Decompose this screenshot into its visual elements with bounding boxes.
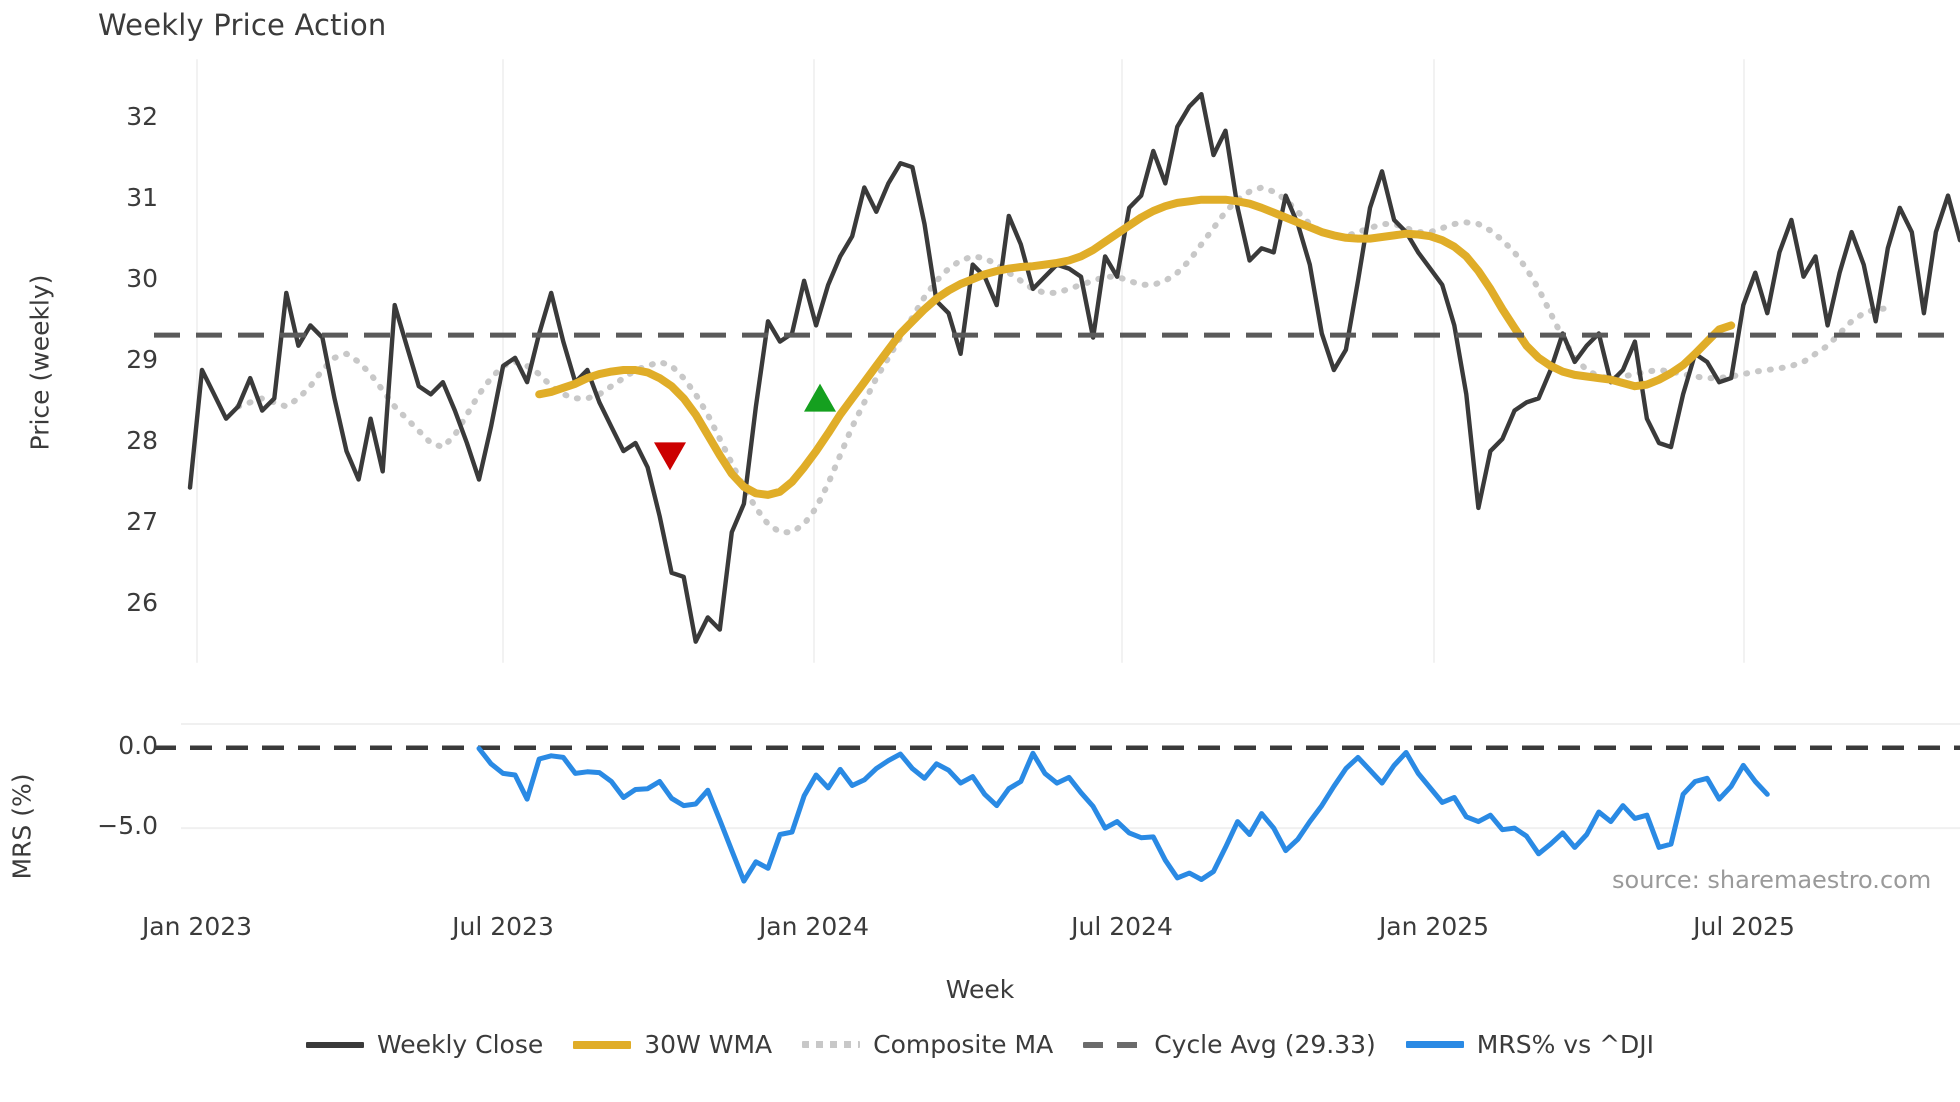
mrs-line: [476, 746, 1770, 884]
x-tick: Jan 2025: [1378, 912, 1490, 941]
legend-swatch-icon: [305, 1041, 364, 1048]
mrs-y-tick: −5.0: [97, 811, 158, 841]
x-tick: Jul 2023: [452, 912, 554, 941]
chart-legend: Weekly Close 30W WMA Composite MA Cycle Avg…: [0, 1030, 1960, 1059]
price-y-tick: 29: [126, 344, 158, 374]
weekly-close-line: [187, 92, 1960, 644]
source-watermark: source: sharemaestro.com: [1612, 866, 1932, 894]
page-title: Weekly Price Action: [98, 8, 387, 42]
legend-item[interactable]: Weekly Close: [305, 1030, 544, 1059]
price-y-tick: 27: [126, 507, 158, 537]
legend-swatch-icon: [1083, 1041, 1142, 1048]
legend-swatch-icon: [802, 1041, 861, 1048]
legend-label: Weekly Close: [376, 1030, 544, 1059]
legend-item[interactable]: Composite MA: [802, 1030, 1053, 1059]
sell-marker: [654, 442, 686, 471]
x-axis-label: Week: [945, 975, 1015, 1004]
legend-swatch-icon: [573, 1040, 632, 1049]
legend-item[interactable]: 30W WMA: [573, 1030, 772, 1059]
mrs-y-tick: 0.0: [118, 730, 158, 760]
x-tick: Jul 2025: [1693, 912, 1795, 941]
x-tick: Jan 2024: [758, 912, 870, 941]
legend-label: Cycle Avg (29.33): [1154, 1030, 1376, 1059]
price-y-tick: 31: [126, 182, 158, 212]
legend-swatch-icon: [1405, 1041, 1464, 1048]
legend-label: 30W WMA: [644, 1030, 773, 1059]
legend-label: MRS% vs ^DJI: [1476, 1030, 1655, 1059]
legend-label: Composite MA: [873, 1030, 1054, 1059]
price-y-tick: 32: [126, 101, 158, 131]
wma-line: [535, 195, 1736, 499]
price-y-tick: 30: [126, 263, 158, 293]
price-y-tick: 26: [126, 588, 158, 618]
legend-item[interactable]: MRS% vs ^DJI: [1405, 1030, 1655, 1059]
composite-ma-line: [235, 184, 1891, 536]
x-tick: Jul 2024: [1071, 912, 1173, 941]
x-tick: Jan 2023: [141, 912, 253, 941]
price-y-tick: 28: [126, 426, 158, 455]
buy-marker: [804, 383, 836, 412]
legend-item[interactable]: Cycle Avg (29.33): [1083, 1030, 1376, 1059]
